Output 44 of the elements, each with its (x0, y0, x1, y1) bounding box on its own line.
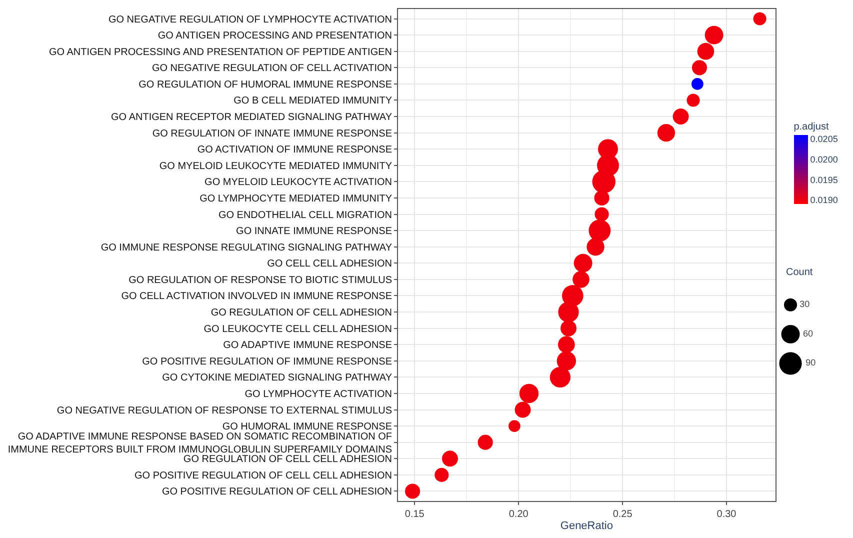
y-tick-label: GO LYMPHOCYTE MEDIATED IMMUNITY (200, 193, 392, 204)
y-tick-label: GO ADAPTIVE IMMUNE RESPONSE (223, 340, 392, 352)
y-tick-label: GO REGULATION OF CELL ADHESION (210, 308, 392, 319)
y-tick-label: GO MYELOID LEUKOCYTE ACTIVATION (204, 177, 392, 188)
y-tick-label: GO ANTIGEN PROCESSING AND PRESENTATION (158, 30, 392, 42)
color-bar-label: 0.0195 (810, 174, 838, 185)
y-tick-label: GO ACTIVATION OF IMMUNE RESPONSE (197, 144, 392, 156)
y-tick-label: GO CELL ACTIVATION INVOLVED IN IMMUNE RESPONSE (121, 291, 392, 302)
y-tick-label: GO NEGATIVE REGULATION OF LYMPHOCYTE ACTIVATION (108, 14, 392, 26)
legend-title: Count (786, 267, 813, 278)
y-tick-label: GO ADAPTIVE IMMUNE RESPONSE BASED ON SOMATIC RECOMBINATION OF IMMUNE RECEPTORS BUILT FROM IMMUNOGLOBULIN SUPERFAMILY DOMAINS (8, 431, 392, 456)
color-bar-title: p.adjust (794, 122, 829, 133)
y-tick-label: GO ANTIGEN PROCESSING AND PRESENTATION OF PEPTIDE ANTIGEN (48, 46, 392, 58)
legend-label: 60 (803, 328, 814, 338)
y-tick-label: GO INNATE IMMUNE RESPONSE (236, 226, 392, 238)
y-tick-label: GO LEUKOCYTE CELL CELL ADHESION (204, 324, 392, 335)
y-tick-label: GO REGULATION OF CELL CELL ADHESION (183, 454, 392, 466)
y-tick-label: GO ANTIGEN RECEPTOR MEDIATED SIGNALING PATHWAY (111, 112, 392, 124)
x-tick-label: 0.20 (508, 509, 529, 520)
y-tick-label: GO MYELOID LEUKOCYTE MEDIATED IMMUNITY (159, 160, 392, 172)
y-tick-label: GO B CELL MEDIATED IMMUNITY (234, 96, 392, 107)
y-tick-label: GO HUMORAL IMMUNE RESPONSE (222, 422, 392, 433)
x-tick-label: 0.30 (716, 509, 737, 520)
y-tick-label: GO NEGATIVE REGULATION OF CELL ACTIVATION (152, 63, 392, 74)
y-tick-label: GO CYTOKINE MEDIATED SIGNALING PATHWAY (162, 372, 392, 384)
legend-label: 90 (806, 358, 816, 368)
y-tick-label: GO POSITIVE REGULATION OF CELL ADHESION (162, 486, 392, 498)
y-tick-label: GO POSITIVE REGULATION OF CELL CELL ADHESION (134, 470, 392, 482)
x-tick-label: 0.25 (612, 509, 633, 520)
legend-label: 30 (800, 299, 810, 310)
y-tick-label: GO POSITIVE REGULATION OF IMMUNE RESPONSE (142, 356, 392, 368)
y-tick-label: GO REGULATION OF RESPONSE TO BIOTIC STIMULUS (128, 274, 392, 286)
y-tick-label: GO CELL CELL ADHESION (267, 258, 392, 270)
y-tick-label: GO LYMPHOCYTE ACTIVATION (244, 388, 392, 400)
y-tick-label: GO REGULATION OF INNATE IMMUNE RESPONSE (152, 128, 392, 140)
x-axis-title: GeneRatio (560, 520, 613, 532)
color-bar-label: 0.0190 (810, 195, 838, 206)
color-bar-label: 0.0205 (810, 134, 838, 144)
y-tick-label: GO REGULATION OF HUMORAL IMMUNE RESPONSE (138, 79, 392, 90)
y-tick-label: GO NEGATIVE REGULATION OF RESPONSE TO EXTERNAL STIMULUS (56, 405, 392, 416)
x-tick-label: 0.15 (404, 509, 425, 520)
y-tick-label: GO IMMUNE RESPONSE REGULATING SIGNALING PATHWAY (100, 242, 392, 254)
color-bar-label: 0.0200 (810, 154, 838, 165)
y-tick-label: GO ENDOTHELIAL CELL MIGRATION (218, 210, 392, 221)
